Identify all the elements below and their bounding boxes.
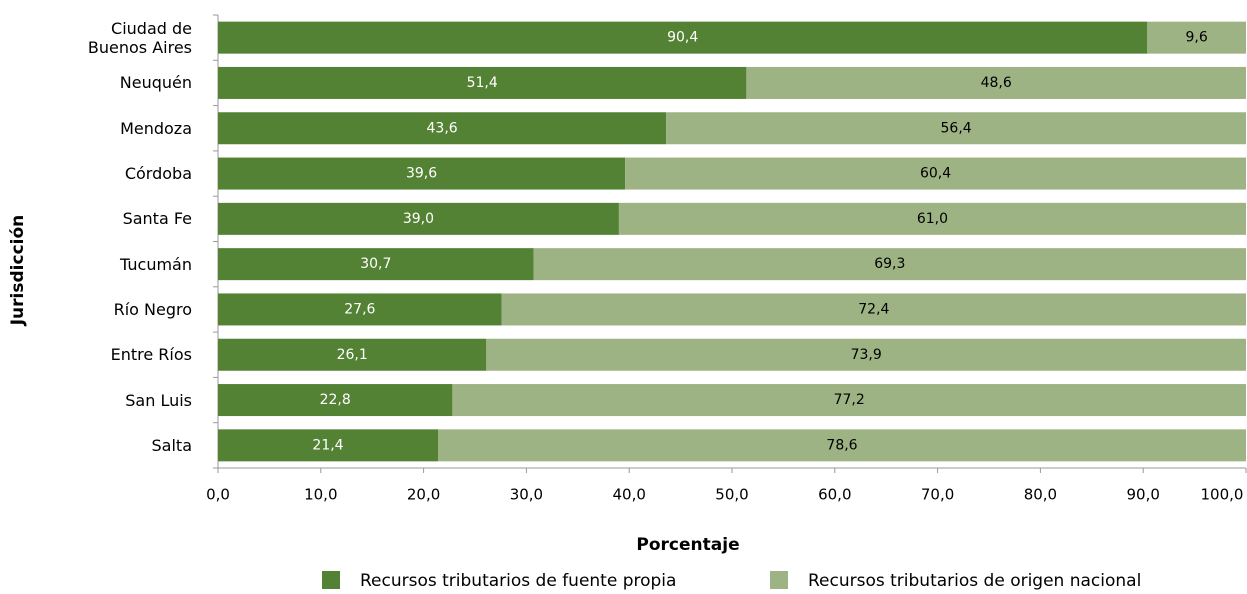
data-label: 90,4	[667, 30, 698, 46]
x-tick-label: 60,0	[818, 486, 851, 504]
data-label: 22,8	[320, 392, 351, 408]
legend-label: Recursos tributarios de fuente propia	[360, 571, 676, 591]
x-tick-label: 50,0	[715, 486, 748, 504]
x-tick-label: 20,0	[407, 486, 440, 504]
bar-segment	[452, 384, 1246, 417]
x-tick-label: 100,0	[1201, 486, 1244, 504]
y-tick-label: Tucumán	[120, 254, 192, 274]
y-tick-label: Córdoba	[124, 164, 192, 184]
bar-segment	[625, 157, 1246, 190]
bar-segment	[746, 66, 1246, 99]
data-label: 77,2	[834, 392, 865, 408]
bar-segment	[218, 429, 438, 462]
bar-segment	[218, 384, 453, 417]
bar-segment	[218, 112, 667, 145]
bar-segment	[666, 112, 1246, 145]
bar-segment	[486, 338, 1247, 371]
y-tick-label: Ciudad de Buenos Aires	[87, 18, 192, 57]
x-tick-label: 0,0	[206, 486, 230, 504]
bar-segment	[218, 338, 487, 371]
data-label: 56,4	[941, 120, 972, 136]
legend-swatch	[322, 571, 340, 589]
bar-segment	[618, 202, 1246, 235]
data-label: 39,6	[406, 166, 437, 182]
data-label: 73,9	[851, 347, 882, 363]
data-label: 9,6	[1186, 30, 1208, 46]
data-label: 43,6	[427, 120, 458, 136]
y-tick-label: Mendoza	[120, 118, 192, 138]
data-label: 61,0	[917, 211, 948, 227]
bar-segment	[218, 66, 747, 99]
bar-segment	[218, 293, 502, 326]
data-label: 60,4	[920, 166, 951, 182]
data-label: 39,0	[403, 211, 434, 227]
x-tick-label: 30,0	[510, 486, 543, 504]
data-label: 21,4	[312, 437, 343, 453]
x-axis-title: Porcentaje	[636, 535, 739, 555]
y-tick-label: Neuquén	[119, 73, 192, 93]
x-tick-label: 40,0	[612, 486, 645, 504]
data-label: 48,6	[981, 75, 1012, 91]
data-label: 78,6	[826, 437, 857, 453]
legend-label: Recursos tributarios de origen nacional	[808, 571, 1141, 591]
x-tick-label: 80,0	[1024, 486, 1057, 504]
y-tick-label: San Luis	[125, 390, 192, 410]
y-tick-label: Santa Fe	[122, 209, 192, 229]
data-label: 26,1	[337, 347, 368, 363]
legend-swatch	[770, 571, 788, 589]
bar-segment	[437, 429, 1246, 462]
bar-segment	[218, 202, 619, 235]
bar-segment	[501, 293, 1246, 326]
y-axis-title: Jurisdicción	[8, 215, 28, 327]
bar-segment	[218, 248, 534, 281]
bar-segment	[218, 157, 626, 190]
bar-segment	[218, 21, 1148, 54]
y-tick-label: Río Negro	[113, 299, 192, 319]
x-tick-label: 90,0	[1126, 486, 1159, 504]
x-tick-label: 10,0	[304, 486, 337, 504]
bar-segment	[1147, 21, 1246, 54]
data-label: 30,7	[360, 256, 391, 272]
y-tick-label: Salta	[151, 435, 192, 455]
x-tick-label: 70,0	[921, 486, 954, 504]
y-tick-label: Entre Ríos	[110, 345, 192, 365]
bar-segment	[533, 248, 1246, 281]
data-label: 69,3	[874, 256, 905, 272]
data-label: 72,4	[858, 301, 889, 317]
data-label: 27,6	[344, 301, 375, 317]
data-label: 51,4	[467, 75, 498, 91]
